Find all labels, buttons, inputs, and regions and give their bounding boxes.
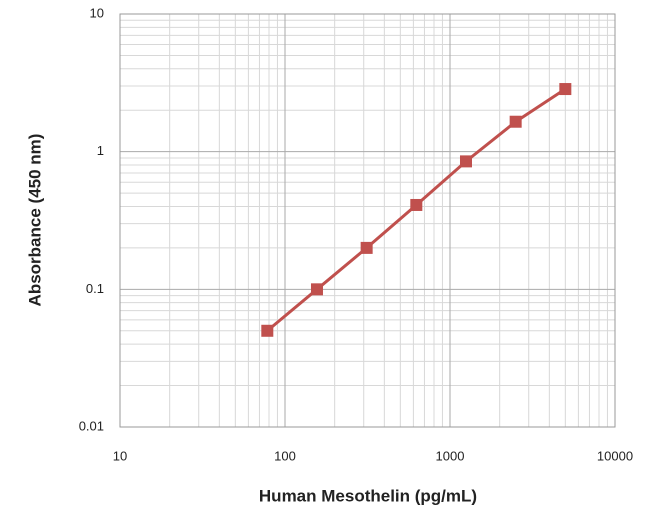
marker: [261, 324, 274, 337]
marker: [459, 155, 472, 168]
x-axis-title: Human Mesothelin (pg/mL): [259, 486, 477, 505]
x-tick-label: 100: [274, 448, 296, 463]
marker: [360, 241, 373, 254]
y-tick-label: 0.01: [79, 418, 104, 433]
marker: [559, 83, 572, 96]
marker: [410, 198, 423, 211]
plot-border: [119, 13, 616, 428]
y-tick-label: 0.1: [86, 281, 104, 296]
y-tick-label: 10: [90, 5, 104, 20]
x-tick-label: 10000: [597, 448, 633, 463]
x-tick-label: 1000: [436, 448, 465, 463]
x-tick-label: 10: [113, 448, 127, 463]
marker: [509, 115, 522, 128]
marker: [310, 283, 323, 296]
y-axis-title: Absorbance (450 nm): [25, 134, 44, 307]
y-tick-label: 1: [97, 143, 104, 158]
